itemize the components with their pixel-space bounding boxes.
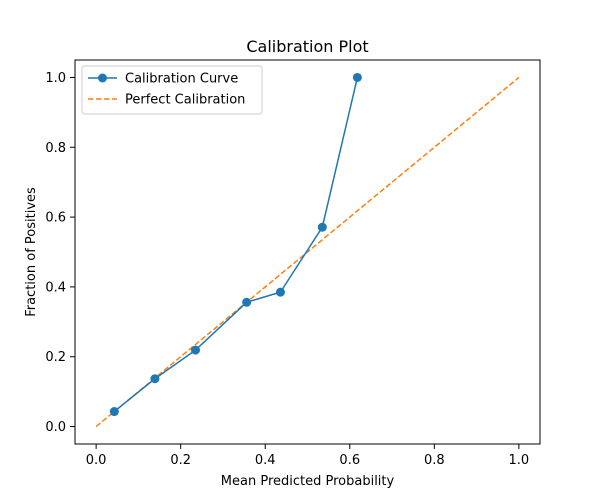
x-tick-label: 0.4 xyxy=(255,453,276,468)
plot-frame xyxy=(74,59,541,445)
y-tick-label: 0.4 xyxy=(45,280,66,295)
chart-title: Calibration Plot xyxy=(246,37,368,56)
y-tick-label: 0.8 xyxy=(45,141,66,156)
y-axis-label: Fraction of Positives xyxy=(24,187,39,317)
x-tick-label: 0.2 xyxy=(170,453,191,468)
y-tick-label: 0.0 xyxy=(45,420,66,435)
perfect-calibration-line xyxy=(95,76,520,428)
x-tick-label: 0.8 xyxy=(424,453,445,468)
x-tick-label: 0.0 xyxy=(86,453,107,468)
y-tick-label: 0.6 xyxy=(45,211,66,226)
legend: Calibration Curve Perfect Calibration xyxy=(81,65,263,115)
calibration-curve-point xyxy=(150,374,160,384)
y-tick-label: 1.0 xyxy=(45,71,66,86)
axis-ticks: 0.0 0.2 0.4 0.6 0.8 1.0 0.0 0.2 0.4 0.6 0.8 1.0 xyxy=(45,71,529,468)
y-tick-label: 0.2 xyxy=(45,350,66,365)
calibration-curve-point xyxy=(190,345,200,355)
calibration-curve-point xyxy=(275,287,285,297)
legend-box xyxy=(81,65,263,115)
x-axis-label: Mean Predicted Probability xyxy=(221,474,395,489)
x-tick-label: 0.6 xyxy=(339,453,360,468)
x-tick-label: 1.0 xyxy=(509,453,530,468)
legend-calibration-curve-marker xyxy=(98,73,107,83)
calibration-curve-point xyxy=(109,407,119,417)
plot-area xyxy=(95,72,520,428)
calibration-curve-point xyxy=(352,72,362,82)
calibration-curve-point xyxy=(242,297,252,307)
legend-calibration-curve-label: Calibration Curve xyxy=(125,72,238,87)
calibration-curve-point xyxy=(317,222,327,232)
legend-perfect-calibration-label: Perfect Calibration xyxy=(125,93,245,108)
